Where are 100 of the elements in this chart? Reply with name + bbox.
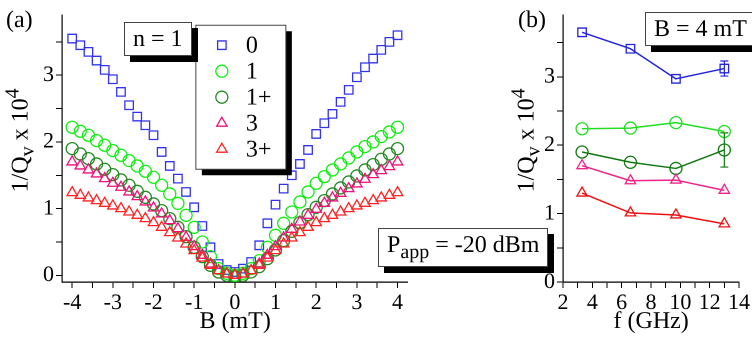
point (352, 72, 362, 82)
point (293, 216, 307, 230)
point (576, 159, 588, 170)
point (188, 240, 201, 254)
point (260, 240, 274, 254)
y-tick-label: 1 (43, 194, 54, 220)
point (262, 251, 274, 262)
point (106, 144, 120, 158)
point (66, 120, 79, 134)
point (156, 220, 168, 231)
y-tick-label: 3 (43, 61, 54, 86)
point (98, 172, 111, 182)
point (293, 195, 307, 209)
point (92, 56, 102, 66)
point (173, 174, 183, 184)
point (342, 182, 355, 192)
point (286, 222, 298, 233)
point (204, 258, 218, 272)
point (350, 145, 364, 159)
point (82, 128, 96, 142)
point (188, 220, 201, 234)
point (626, 44, 636, 54)
point (624, 206, 636, 217)
point (384, 36, 394, 47)
point (196, 235, 209, 249)
x-tick-label: 12 (698, 288, 721, 314)
point (344, 85, 354, 95)
point (204, 250, 218, 264)
point (84, 46, 94, 57)
y-tick-label: 2 (43, 128, 54, 153)
point (122, 178, 136, 192)
point (179, 208, 193, 222)
point (252, 254, 266, 268)
point (154, 204, 168, 218)
point (98, 138, 112, 152)
y-tick-label: 0 (43, 261, 54, 286)
point (624, 121, 638, 135)
point (278, 231, 290, 242)
point (132, 112, 142, 122)
point (172, 231, 184, 242)
point (115, 202, 127, 212)
point (334, 157, 348, 171)
point (326, 208, 338, 219)
point (66, 142, 79, 156)
point (130, 159, 144, 173)
point (131, 208, 144, 219)
point (74, 124, 87, 138)
point (318, 196, 330, 207)
point (294, 226, 306, 236)
point (350, 169, 364, 183)
point (718, 143, 731, 157)
point (576, 186, 588, 197)
point (351, 177, 363, 188)
legend-label: 0 (246, 32, 258, 58)
point (390, 120, 404, 134)
point (277, 216, 290, 230)
point (375, 164, 388, 174)
annotation: n = 1 (124, 22, 192, 56)
text: (a) (6, 7, 33, 33)
point (375, 191, 388, 202)
point (376, 44, 386, 55)
point (163, 187, 176, 201)
point (179, 230, 193, 244)
point (342, 151, 356, 165)
point (146, 197, 160, 211)
y-tick-label: 3 (544, 62, 555, 88)
point (108, 74, 118, 84)
point (114, 148, 128, 162)
point (719, 64, 730, 74)
point (277, 234, 290, 248)
point (90, 167, 102, 178)
x-axis-title: f (GHz) (614, 308, 689, 334)
annotation: B = 4 mT (645, 12, 752, 46)
point (366, 158, 380, 172)
point (115, 180, 127, 191)
point (342, 175, 356, 189)
point (74, 147, 87, 161)
point (367, 168, 379, 178)
point (294, 215, 306, 226)
legend-label: 1+ (246, 84, 272, 110)
point (318, 212, 330, 222)
point (197, 221, 208, 231)
point (164, 226, 176, 236)
point (718, 124, 731, 138)
point (82, 163, 94, 174)
x-tick-label: -2 (144, 288, 163, 314)
point (384, 160, 396, 170)
point (74, 159, 86, 170)
point (575, 122, 589, 136)
point (180, 230, 192, 241)
x-tick-label: 14 (728, 288, 750, 314)
point (244, 265, 258, 279)
point (98, 196, 111, 207)
point (106, 176, 119, 187)
point (358, 140, 372, 154)
point (146, 170, 160, 184)
point (382, 147, 396, 161)
point (360, 62, 370, 72)
point (718, 217, 730, 228)
point (392, 186, 404, 196)
